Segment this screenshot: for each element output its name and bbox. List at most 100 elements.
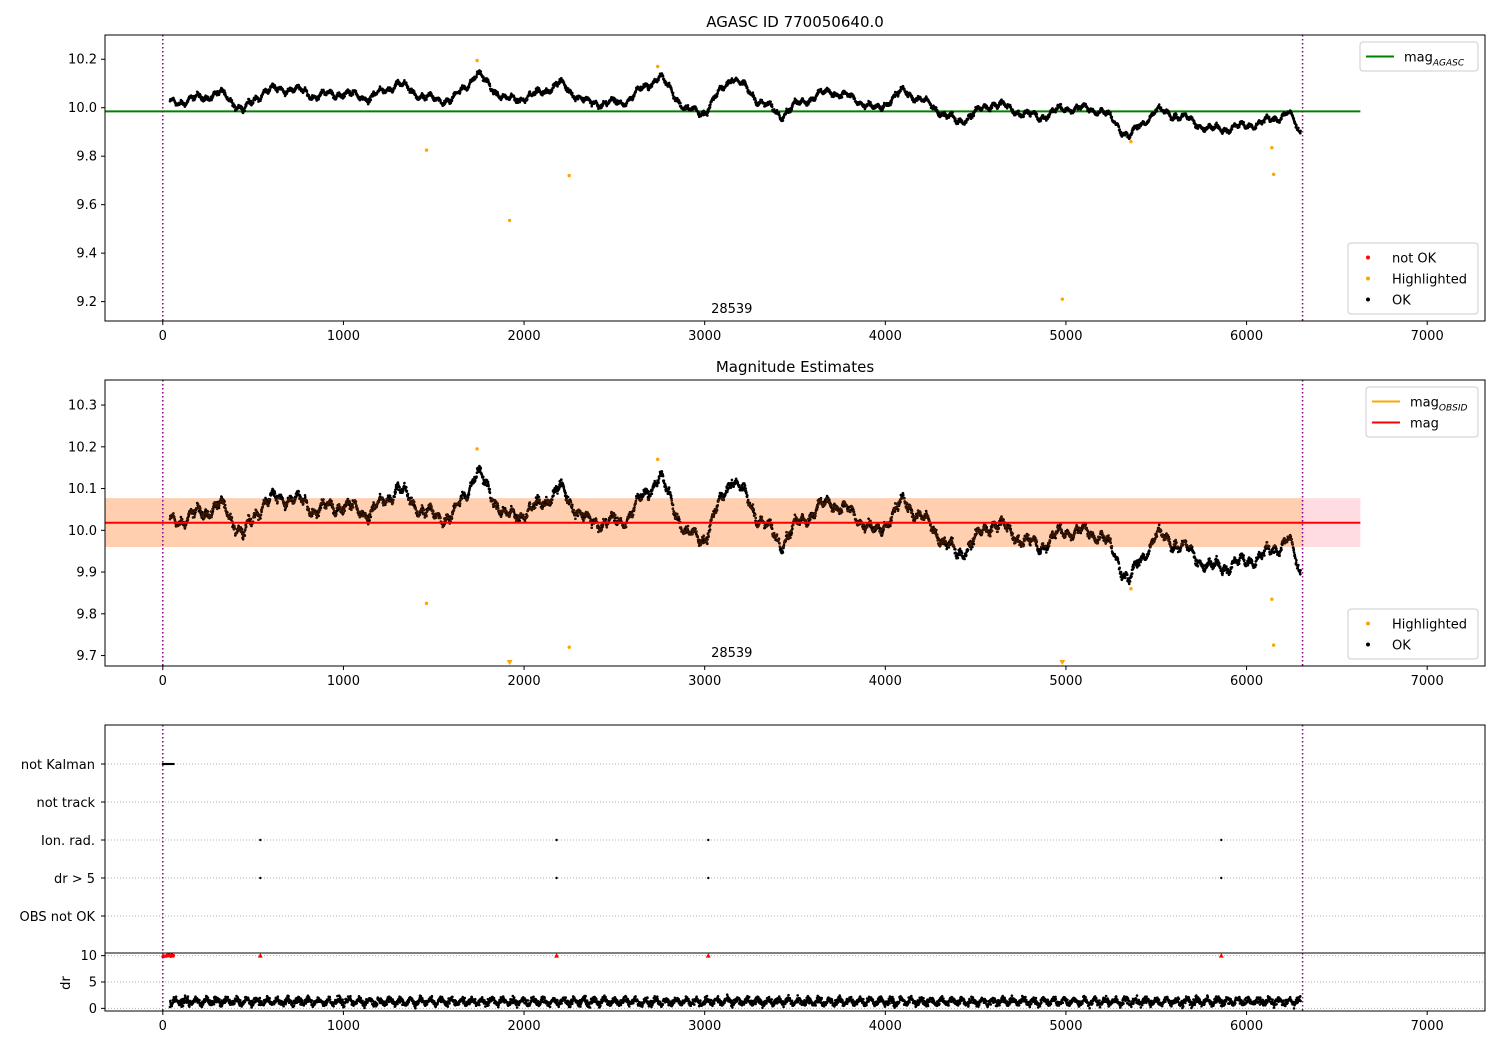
agasc-ok-point — [1118, 128, 1121, 131]
agasc-ok-point — [1128, 136, 1132, 139]
agasc-ok-point — [951, 111, 954, 114]
agasc-frame — [104, 34, 1486, 322]
agasc-legend-bottom-label-2: OK — [1392, 294, 1411, 309]
agasc-ok-point — [650, 85, 654, 88]
agasc-ok-point — [1196, 127, 1200, 130]
agasc-highlighted-point — [656, 64, 660, 69]
agasc-ok-point — [657, 78, 660, 82]
agasc-ok-points — [168, 69, 1302, 141]
agasc-ok-point — [1267, 115, 1271, 119]
agasc-ok-point — [686, 104, 690, 107]
agasc-ok-point — [746, 86, 749, 89]
agasc-ok-point — [422, 94, 426, 98]
agasc-ok-point — [566, 87, 570, 90]
magnitude-ok-point — [405, 489, 409, 493]
agasc-data-layer — [105, 58, 1361, 301]
agasc-legend-bottom-swatch-1 — [1366, 276, 1370, 281]
agasc-ok-point — [1131, 131, 1134, 135]
agasc-ok-point — [368, 100, 371, 104]
agasc-ok-point — [775, 108, 779, 112]
agasc-ok-point — [595, 101, 599, 105]
agasc-ok-point — [716, 91, 719, 95]
agasc-legend-bottom-swatch-2 — [1366, 297, 1370, 302]
agasc-ok-point — [972, 114, 976, 117]
agasc-highlighted-point — [1129, 139, 1133, 144]
agasc-ok-point — [715, 94, 719, 98]
agasc-ok-point — [989, 109, 992, 113]
agasc-ok-point — [751, 91, 755, 94]
agasc-xtick-label-3: 3000 — [688, 329, 721, 344]
magnitude-ok-point — [369, 515, 373, 519]
magnitude-ok-point — [319, 506, 323, 510]
agasc-title: AGASC ID 770050640.0 — [706, 13, 884, 31]
agasc-panel: AGASC ID 770050640.0 0 1000 2000 3000 4000 50… — [68, 13, 1486, 344]
agasc-ok-point — [343, 95, 347, 98]
magnitude-ok-point — [297, 490, 301, 493]
magnitude-ok-point — [403, 481, 406, 485]
agasc-ok-point — [576, 98, 580, 101]
agasc-ok-point — [416, 95, 419, 99]
agasc-highlighted-point — [1270, 146, 1274, 150]
agasc-ok-point — [840, 95, 844, 99]
agasc-ok-point — [574, 99, 577, 103]
magnitude-ok-point — [398, 486, 401, 489]
agasc-ok-point — [479, 70, 483, 74]
agasc-ok-point — [706, 114, 709, 117]
magnitude-ok-point — [393, 495, 396, 499]
agasc-ok-point — [439, 99, 442, 102]
agasc-ok-point — [1155, 110, 1159, 113]
magnitude-ok-point — [273, 492, 277, 495]
agasc-highlighted-point — [567, 173, 571, 178]
agasc-ok-point — [488, 84, 492, 88]
agasc-ok-point — [405, 81, 408, 84]
agasc-ok-point — [230, 99, 234, 102]
magnitude-ok-point — [406, 492, 410, 496]
agasc-ok-point — [631, 97, 635, 101]
agasc-highlighted-point — [1060, 297, 1065, 301]
magnitude-ok-point — [410, 496, 413, 500]
agasc-ok-point — [351, 93, 355, 96]
agasc-ok-point — [990, 106, 994, 110]
agasc-ok-point — [354, 89, 358, 93]
agasc-ok-point — [777, 111, 781, 114]
agasc-xtick-label-4: 4000 — [869, 329, 902, 344]
agasc-legend-bottom-label-1: Highlighted — [1392, 273, 1467, 288]
magnitude-data-layer — [105, 447, 1361, 665]
agasc-ok-point — [450, 99, 454, 103]
agasc-ok-point — [781, 119, 785, 122]
magnitude-ok-point — [405, 485, 408, 489]
agasc-ok-point — [467, 85, 471, 89]
agasc-ok-point — [305, 90, 309, 93]
agasc-ok-point — [1263, 121, 1266, 124]
agasc-ok-point — [330, 89, 333, 93]
agasc-ok-point — [406, 85, 410, 88]
agasc-ok-point — [431, 95, 435, 98]
agasc-ok-point — [307, 94, 311, 97]
agasc-highlighted-point — [424, 148, 429, 152]
agasc-ok-point — [475, 75, 478, 78]
agasc-ok-point — [526, 98, 529, 101]
agasc-ok-point — [790, 107, 794, 111]
agasc-ok-point — [243, 109, 247, 113]
agasc-ok-point — [966, 117, 970, 121]
agasc-ok-point — [769, 100, 772, 103]
magnitude-ok-point — [250, 524, 253, 528]
magnitude-ok-point — [388, 494, 392, 498]
agasc-ok-point — [290, 87, 294, 90]
agasc-ok-point — [369, 98, 373, 102]
agasc-ok-point — [1297, 126, 1300, 130]
agasc-xtick-label-6: 6000 — [1230, 329, 1263, 344]
agasc-ytick-label-0: 9.2 — [76, 295, 97, 310]
agasc-ok-point — [1175, 113, 1178, 117]
agasc-ok-point — [1059, 103, 1063, 106]
agasc-ok-point — [233, 105, 237, 108]
agasc-ok-point — [624, 104, 628, 108]
magnitude-ok-point — [394, 490, 398, 494]
agasc-ok-point — [1295, 123, 1298, 127]
agasc-highlighted-point — [475, 58, 479, 63]
agasc-ok-point — [229, 96, 232, 100]
agasc-ytick-label-5: 10.2 — [68, 53, 97, 68]
agasc-xtick-label-0: 0 — [159, 329, 167, 344]
magnitude-ok-point — [241, 537, 245, 541]
